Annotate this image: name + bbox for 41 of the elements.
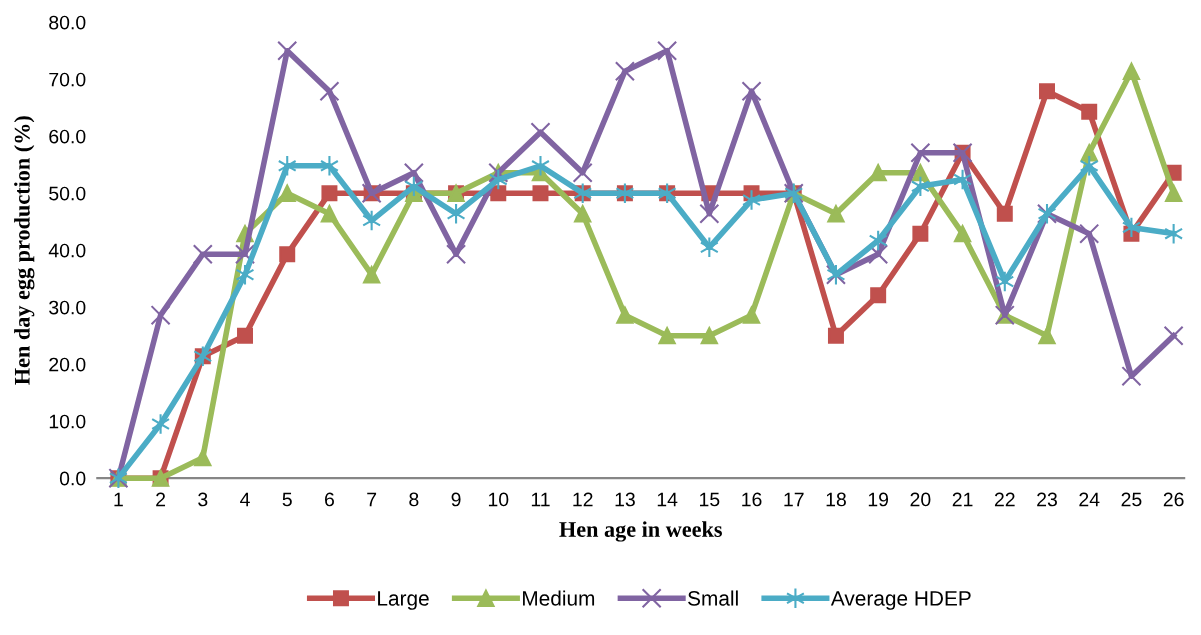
y-tick-label: 60.0 xyxy=(49,129,86,144)
y-axis-title: Hen day egg production (%) xyxy=(14,116,35,385)
x-tick-label: 25 xyxy=(1121,492,1142,507)
x-tick-label: 11 xyxy=(531,492,550,507)
x-tick-label: 6 xyxy=(325,492,334,507)
x-tick-label: 18 xyxy=(826,492,846,507)
x-axis-title: Hen age in weeks xyxy=(559,521,722,542)
x-tick-label: 14 xyxy=(657,492,678,507)
x-tick-label: 8 xyxy=(409,492,419,507)
x-tick-label: 19 xyxy=(868,492,889,507)
x-tick-label: 17 xyxy=(784,492,804,507)
y-tick-label: 40.0 xyxy=(48,243,86,258)
y-tick-label: 10.0 xyxy=(49,414,86,429)
x-tick-label: 20 xyxy=(910,492,931,507)
x-tick-label: 12 xyxy=(573,492,593,507)
legend-label: Average HDEP xyxy=(830,591,971,610)
y-tick-label: 80.0 xyxy=(49,15,86,30)
x-tick-label: 9 xyxy=(451,492,461,507)
x-tick-label: 16 xyxy=(742,492,762,507)
x-tick-label: 7 xyxy=(367,492,377,507)
x-tick-label: 3 xyxy=(198,492,208,507)
x-tick-label: 1 xyxy=(114,492,123,507)
x-tick-label: 2 xyxy=(156,492,166,507)
x-tick-label: 23 xyxy=(1037,492,1057,507)
y-tick-label: 30.0 xyxy=(49,300,86,315)
x-tick-label: 5 xyxy=(282,492,292,507)
x-tick-label: 13 xyxy=(615,492,635,507)
legend-label: Large xyxy=(378,591,429,610)
y-tick-label: 70.0 xyxy=(49,72,86,87)
legend-label: Medium xyxy=(523,590,595,606)
x-tick-label: 24 xyxy=(1079,492,1100,507)
x-tick-label: 26 xyxy=(1163,492,1184,507)
x-tick-label: 22 xyxy=(994,492,1015,507)
x-tick-label: 10 xyxy=(488,492,509,507)
y-tick-label: 50.0 xyxy=(49,186,86,201)
x-tick-label: 4 xyxy=(240,492,250,507)
x-tick-label: 21 xyxy=(952,492,973,507)
y-tick-label: 0.0 xyxy=(59,471,86,486)
x-tick-label: 15 xyxy=(699,492,720,507)
y-tick-label: 20.0 xyxy=(49,357,86,372)
legend-label: Small xyxy=(688,590,738,606)
